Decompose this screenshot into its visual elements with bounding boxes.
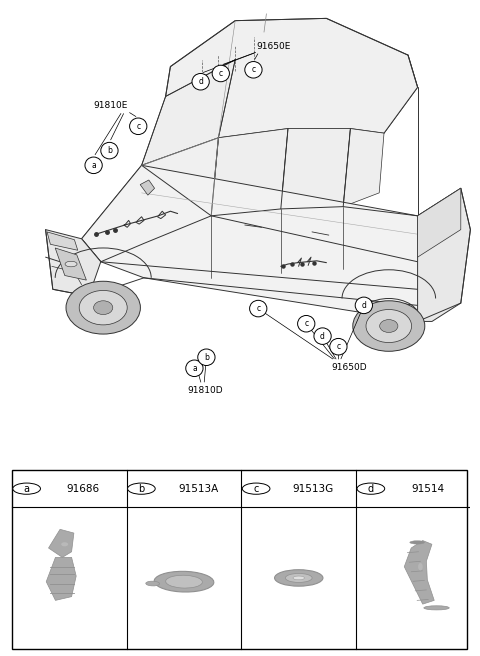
Text: 91650E: 91650E bbox=[257, 41, 291, 51]
Ellipse shape bbox=[286, 573, 312, 583]
Text: d: d bbox=[368, 483, 374, 494]
Polygon shape bbox=[418, 188, 461, 257]
Circle shape bbox=[298, 316, 315, 332]
Text: 91810E: 91810E bbox=[94, 101, 128, 110]
Circle shape bbox=[250, 300, 267, 317]
Text: c: c bbox=[136, 122, 140, 131]
Polygon shape bbox=[418, 188, 470, 321]
Ellipse shape bbox=[424, 605, 449, 610]
Ellipse shape bbox=[166, 575, 203, 588]
Ellipse shape bbox=[94, 300, 113, 314]
Circle shape bbox=[192, 73, 209, 90]
Circle shape bbox=[355, 297, 372, 314]
Ellipse shape bbox=[79, 291, 127, 325]
Polygon shape bbox=[166, 18, 418, 138]
Ellipse shape bbox=[154, 571, 214, 592]
Circle shape bbox=[242, 483, 270, 494]
Text: b: b bbox=[138, 483, 144, 494]
Ellipse shape bbox=[66, 281, 140, 334]
Circle shape bbox=[245, 62, 262, 78]
Circle shape bbox=[198, 349, 215, 365]
Text: c: c bbox=[219, 69, 223, 78]
Circle shape bbox=[85, 157, 102, 174]
Circle shape bbox=[13, 483, 40, 494]
Text: c: c bbox=[256, 304, 260, 313]
Text: c: c bbox=[252, 66, 255, 74]
Polygon shape bbox=[46, 558, 76, 600]
Ellipse shape bbox=[380, 319, 398, 333]
Polygon shape bbox=[55, 248, 86, 280]
Circle shape bbox=[212, 65, 229, 82]
Polygon shape bbox=[343, 129, 384, 207]
Circle shape bbox=[186, 360, 203, 377]
Polygon shape bbox=[82, 138, 218, 262]
Ellipse shape bbox=[65, 261, 77, 267]
Circle shape bbox=[314, 328, 331, 344]
Ellipse shape bbox=[275, 569, 323, 586]
Circle shape bbox=[130, 118, 147, 134]
Polygon shape bbox=[166, 55, 418, 138]
Circle shape bbox=[330, 338, 347, 355]
Text: 91810D: 91810D bbox=[187, 386, 223, 395]
Text: c: c bbox=[336, 342, 340, 351]
Text: b: b bbox=[204, 353, 209, 361]
Ellipse shape bbox=[366, 310, 412, 342]
Circle shape bbox=[357, 483, 384, 494]
Text: 91513G: 91513G bbox=[292, 483, 334, 494]
Polygon shape bbox=[82, 165, 432, 321]
Text: a: a bbox=[91, 161, 96, 170]
Text: d: d bbox=[320, 332, 325, 340]
Polygon shape bbox=[211, 129, 288, 216]
Polygon shape bbox=[281, 129, 350, 209]
Circle shape bbox=[128, 483, 155, 494]
Polygon shape bbox=[46, 230, 101, 296]
Text: 91513A: 91513A bbox=[178, 483, 218, 494]
Ellipse shape bbox=[353, 300, 425, 352]
Text: a: a bbox=[24, 483, 30, 494]
Text: d: d bbox=[361, 301, 366, 310]
Ellipse shape bbox=[146, 581, 159, 586]
Text: 91514: 91514 bbox=[411, 483, 444, 494]
Polygon shape bbox=[47, 232, 78, 250]
Text: 91650D: 91650D bbox=[331, 363, 367, 372]
Text: d: d bbox=[198, 77, 203, 86]
Text: c: c bbox=[253, 483, 259, 494]
Text: 91686: 91686 bbox=[67, 483, 100, 494]
Ellipse shape bbox=[410, 541, 424, 544]
Polygon shape bbox=[48, 529, 74, 558]
Polygon shape bbox=[140, 180, 155, 195]
Ellipse shape bbox=[61, 543, 68, 546]
Polygon shape bbox=[404, 541, 434, 604]
Text: b: b bbox=[107, 146, 112, 155]
Ellipse shape bbox=[293, 576, 304, 580]
Text: a: a bbox=[192, 364, 197, 373]
Text: c: c bbox=[304, 319, 308, 328]
Circle shape bbox=[101, 142, 118, 159]
Ellipse shape bbox=[418, 563, 423, 571]
FancyBboxPatch shape bbox=[12, 470, 467, 649]
Polygon shape bbox=[142, 60, 235, 165]
